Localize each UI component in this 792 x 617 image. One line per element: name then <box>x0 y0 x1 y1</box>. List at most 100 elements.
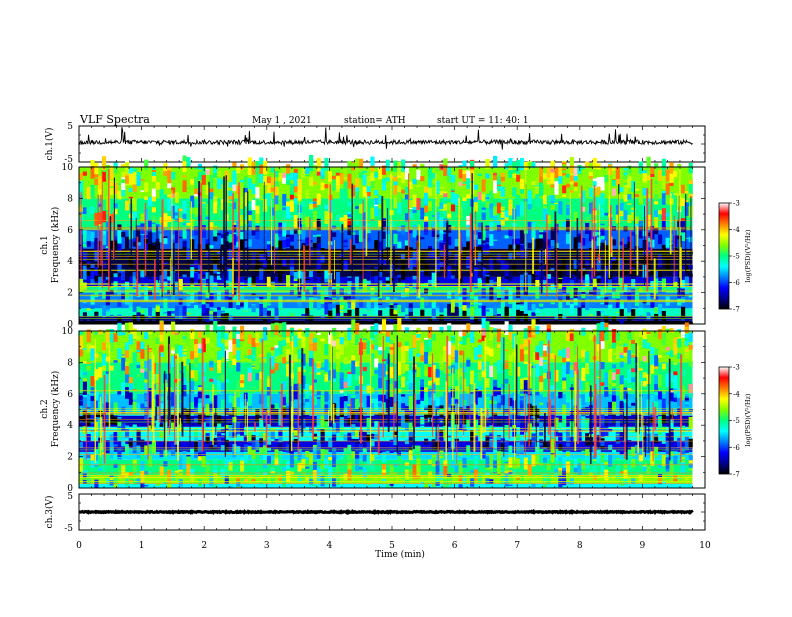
spectrogram-cell <box>87 271 91 275</box>
spectrogram-cell <box>489 209 493 218</box>
spectrogram-cell <box>386 305 390 307</box>
spectrogram-cell <box>593 279 597 287</box>
spectrogram-cell <box>405 314 409 318</box>
spectrogram-cell <box>129 174 133 185</box>
spectrogram-cell <box>401 394 405 396</box>
spectrogram-cell <box>378 167 382 179</box>
spectrogram-cell <box>259 297 263 299</box>
spectrogram-cell <box>344 366 348 368</box>
spectrogram-cell <box>485 184 489 188</box>
spectrogram-cell <box>317 158 321 172</box>
spectrogram-cell <box>324 205 328 209</box>
spectrogram-cell <box>221 374 225 382</box>
spectrogram-cell <box>666 238 670 248</box>
spectrogram-cell <box>129 188 133 192</box>
spectrogram-narrowband-line <box>79 270 692 271</box>
spectrogram-cell <box>117 183 121 185</box>
spectrogram-cell <box>585 433 589 444</box>
spectrogram-narrowband-line <box>79 464 692 465</box>
spectrogram-cell <box>367 301 371 310</box>
spectrogram-sferic-streak <box>238 182 240 300</box>
spectrogram-cell <box>531 328 535 333</box>
spectrogram-cell <box>186 313 190 315</box>
spectrogram-cell <box>121 465 125 475</box>
spectrogram-cell <box>554 319 558 320</box>
spectrogram-cell <box>554 469 558 473</box>
spectrogram-sferic-streak <box>554 211 556 285</box>
spectrogram-cell <box>497 460 501 474</box>
spectrogram-sferic-streak <box>358 415 359 422</box>
spectrogram-cell <box>620 346 624 352</box>
spectrogram-cell <box>344 341 348 346</box>
spectrogram-cell <box>324 472 328 484</box>
spectrogram-cell <box>608 305 612 310</box>
spectrogram-cell <box>620 194 624 199</box>
spectrogram-cell <box>585 198 589 211</box>
spectrogram-cell <box>286 206 290 219</box>
spectrogram-cell <box>489 467 493 469</box>
spectrogram-cell <box>240 394 244 401</box>
spectrogram-cell <box>202 456 206 467</box>
spectrogram-cell <box>117 467 121 474</box>
spectrogram-cell <box>604 314 608 316</box>
spectrogram-cell <box>643 287 647 289</box>
spectrogram-cell <box>313 462 317 471</box>
spectrogram-cell <box>566 389 570 402</box>
spectrogram-cell <box>252 251 256 265</box>
spectrogram-cell <box>344 434 348 440</box>
spectrogram-cell <box>125 167 129 174</box>
spectrogram-sferic-streak <box>417 241 418 295</box>
spectrogram-cell <box>278 173 282 181</box>
spectrogram-cell <box>282 194 286 206</box>
spectrogram-cell <box>428 204 432 208</box>
spectrogram-sferic-streak <box>463 351 464 436</box>
spectrogram-cell <box>608 370 612 384</box>
spectrogram-cell <box>121 294 125 300</box>
spectrogram-cell <box>363 285 367 293</box>
spectrogram-cell <box>232 359 236 365</box>
spectrogram-cell <box>382 183 386 191</box>
spectrogram-cell <box>355 220 359 225</box>
spectrogram-cell <box>654 447 658 458</box>
spectrogram-sferic-streak <box>328 168 329 275</box>
spectrogram-cell <box>198 331 202 338</box>
spectrogram-cell <box>616 346 620 359</box>
spectrogram-sferic-streak <box>618 194 619 285</box>
spectrogram-sferic-streak <box>446 223 447 276</box>
spectrogram-cell <box>144 287 148 301</box>
spectrogram-cell <box>363 367 367 371</box>
spectrogram-cell <box>669 462 673 476</box>
spectrogram-cell <box>340 344 344 355</box>
spectrogram-cell <box>347 219 351 226</box>
spectrogram-cell <box>416 198 420 210</box>
spectrogram-cell <box>190 402 194 409</box>
spectrogram-cell <box>275 171 279 177</box>
spectrogram-cell <box>535 359 539 364</box>
spectrogram-cell <box>413 195 417 207</box>
spectrogram-cell <box>535 363 539 376</box>
spectrogram-cell <box>612 388 616 395</box>
spectrogram-cell <box>650 355 654 365</box>
spectrogram-cell <box>355 235 359 243</box>
spectrogram-cell <box>654 392 658 395</box>
spectrogram-cell <box>654 216 658 228</box>
spectrogram-cell <box>217 171 221 177</box>
spectrogram-cell <box>351 459 355 467</box>
spectrogram-cell <box>685 349 689 352</box>
spectrogram-cell <box>114 333 118 342</box>
spectrogram-cell <box>524 377 528 380</box>
spectrogram-cell <box>562 471 566 485</box>
spectrogram-cell <box>470 161 474 167</box>
spectrogram-cell <box>140 349 144 359</box>
spectrogram-cell <box>662 193 666 205</box>
spectrogram-cell <box>455 276 459 278</box>
spectrogram-cell <box>321 367 325 369</box>
spectrogram-cell <box>198 392 202 398</box>
spectrogram-sferic-streak <box>637 226 639 276</box>
spectrogram-sferic-streak <box>363 200 364 281</box>
spectrogram-cell <box>359 272 363 275</box>
spectrogram-sferic-streak <box>271 199 272 264</box>
spectrogram-cell <box>455 307 459 320</box>
spectrogram-cell <box>206 170 210 175</box>
spectrogram-cell <box>424 375 428 387</box>
